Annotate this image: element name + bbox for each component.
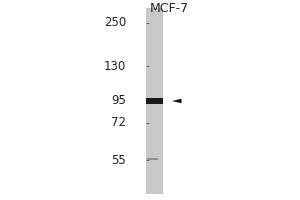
Text: MCF-7: MCF-7: [150, 2, 189, 15]
Text: 250: 250: [104, 17, 126, 29]
Text: 95: 95: [111, 95, 126, 108]
Bar: [146, 8, 163, 194]
Bar: [146, 98, 163, 104]
Polygon shape: [172, 99, 182, 103]
Bar: [147, 158, 158, 160]
Text: 72: 72: [111, 116, 126, 130]
Text: 55: 55: [111, 154, 126, 166]
Text: 130: 130: [104, 60, 126, 72]
